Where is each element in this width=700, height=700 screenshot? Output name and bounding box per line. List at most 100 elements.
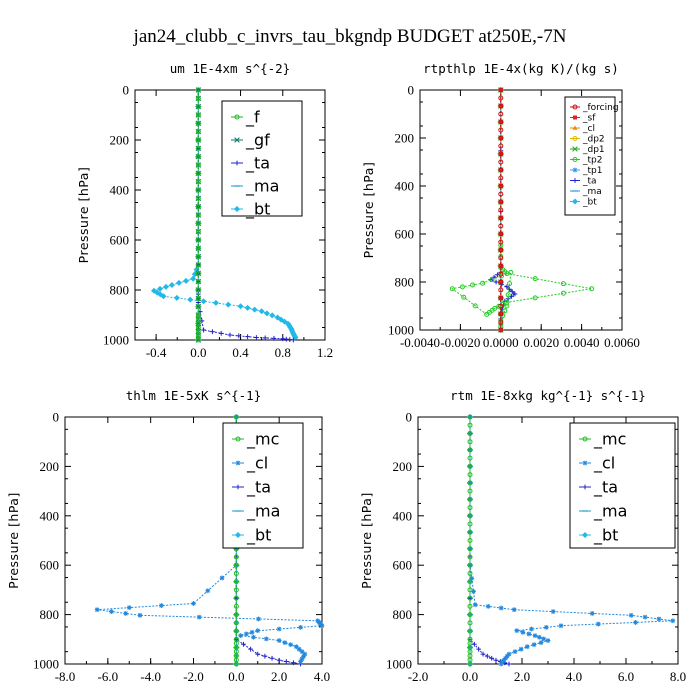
- x-tick-label: -4.0: [140, 669, 161, 684]
- data-point: [498, 223, 504, 229]
- data-point: [498, 247, 504, 253]
- data-point: [467, 430, 473, 436]
- data-point: [467, 529, 473, 535]
- data-point: [498, 311, 504, 317]
- legend-label: _ma: [593, 502, 627, 522]
- data-point: [485, 603, 491, 609]
- data-point: [560, 281, 566, 287]
- data-point: [512, 291, 518, 297]
- data-point: [301, 654, 306, 659]
- data-point: [642, 614, 648, 620]
- data-point: [296, 646, 302, 652]
- data-point: [467, 529, 473, 535]
- data-point: [173, 294, 180, 301]
- figure-title: jan24_clubb_c_invrs_tau_bkgndp BUDGET at…: [133, 26, 567, 47]
- legend-marker: [582, 436, 588, 442]
- data-point: [233, 661, 239, 667]
- data-point: [498, 159, 504, 165]
- data-point: [276, 626, 282, 632]
- data-point: [467, 546, 473, 552]
- legend-marker: [582, 484, 588, 490]
- legend-label: _bt: [246, 526, 271, 546]
- x-tick-label: 0.0000: [483, 335, 519, 350]
- legend-label: _ta: [582, 177, 597, 187]
- x-tick-label: -6.0: [98, 669, 119, 684]
- y-tick-label: 200: [393, 459, 413, 474]
- panels: um 1E-4xm s^{-2} Pressure [hPa] 0 200 400 600…: [6, 61, 686, 684]
- data-point: [467, 414, 473, 420]
- legend-label: _forcing: [582, 103, 619, 113]
- data-point: [195, 337, 201, 343]
- series-line: [489, 90, 516, 330]
- data-point: [520, 629, 526, 635]
- data-point: [195, 229, 201, 235]
- data-point: [538, 640, 544, 645]
- data-point: [498, 191, 504, 197]
- x-tick-label: 4.0: [566, 669, 582, 684]
- data-point: [109, 609, 114, 614]
- data-point: [467, 661, 473, 667]
- data-point: [467, 603, 473, 609]
- data-point: [532, 295, 538, 301]
- data-point: [123, 611, 129, 616]
- data-point: [595, 621, 601, 627]
- x-tick-label: 0.4: [232, 345, 249, 360]
- data-point: [233, 595, 239, 601]
- data-point: [195, 295, 201, 301]
- data-point: [195, 162, 201, 168]
- data-point: [459, 284, 465, 290]
- plot-frame: [134, 89, 326, 341]
- data-point: [498, 248, 503, 252]
- legend-label: _mc: [593, 430, 626, 450]
- data-point: [467, 513, 473, 519]
- data-point: [233, 603, 239, 609]
- series-ta: [467, 414, 512, 667]
- data-point: [498, 327, 504, 333]
- data-point: [514, 628, 520, 634]
- data-point: [195, 254, 201, 260]
- data-point: [498, 95, 504, 101]
- data-point: [504, 653, 510, 659]
- data-point: [248, 646, 254, 652]
- data-point: [470, 282, 476, 288]
- legend-label: _f: [245, 108, 260, 128]
- series-line: [451, 90, 592, 330]
- data-point: [236, 333, 242, 339]
- x-tick-label: 0.0020: [523, 335, 559, 350]
- data-point: [195, 262, 201, 268]
- data-point: [137, 612, 143, 618]
- data-point: [467, 620, 473, 626]
- data-point: [467, 595, 473, 601]
- y-tick-label: 1000: [103, 333, 129, 348]
- data-point: [489, 655, 495, 661]
- data-point: [210, 329, 215, 335]
- panel-title: rtpthlp 1E-4x(kg K)/(kg s): [423, 61, 619, 76]
- panel-3: thlm 1E-5xK s^{-1} Pressure [hPa] 0 200 400 6…: [6, 388, 330, 684]
- data-point: [191, 601, 196, 606]
- legend-box: [569, 422, 676, 549]
- y-axis-label: Pressure [hPa]: [361, 162, 376, 259]
- data-point: [467, 480, 473, 486]
- data-point: [493, 657, 499, 663]
- y-tick-label: 200: [110, 133, 130, 148]
- data-point: [212, 299, 219, 306]
- data-point: [233, 570, 239, 576]
- legend-marker: [235, 460, 241, 466]
- data-point: [498, 239, 504, 245]
- data-point: [263, 310, 270, 317]
- data-point: [126, 605, 132, 611]
- legend-label: _sf: [582, 114, 596, 124]
- data-point: [195, 220, 201, 226]
- data-point: [498, 143, 504, 149]
- legend-marker: [582, 460, 588, 466]
- data-point: [526, 631, 532, 637]
- panel-4: rtm 1E-8xkg kg^{-1} s^{-1} Pressure [hPa]…: [359, 388, 686, 684]
- legend-marker: [234, 137, 240, 143]
- data-point: [233, 620, 239, 626]
- data-point: [269, 312, 276, 319]
- data-point: [498, 87, 504, 93]
- data-point: [498, 242, 504, 248]
- data-point: [195, 270, 201, 276]
- data-point: [498, 255, 504, 261]
- data-point: [299, 649, 305, 655]
